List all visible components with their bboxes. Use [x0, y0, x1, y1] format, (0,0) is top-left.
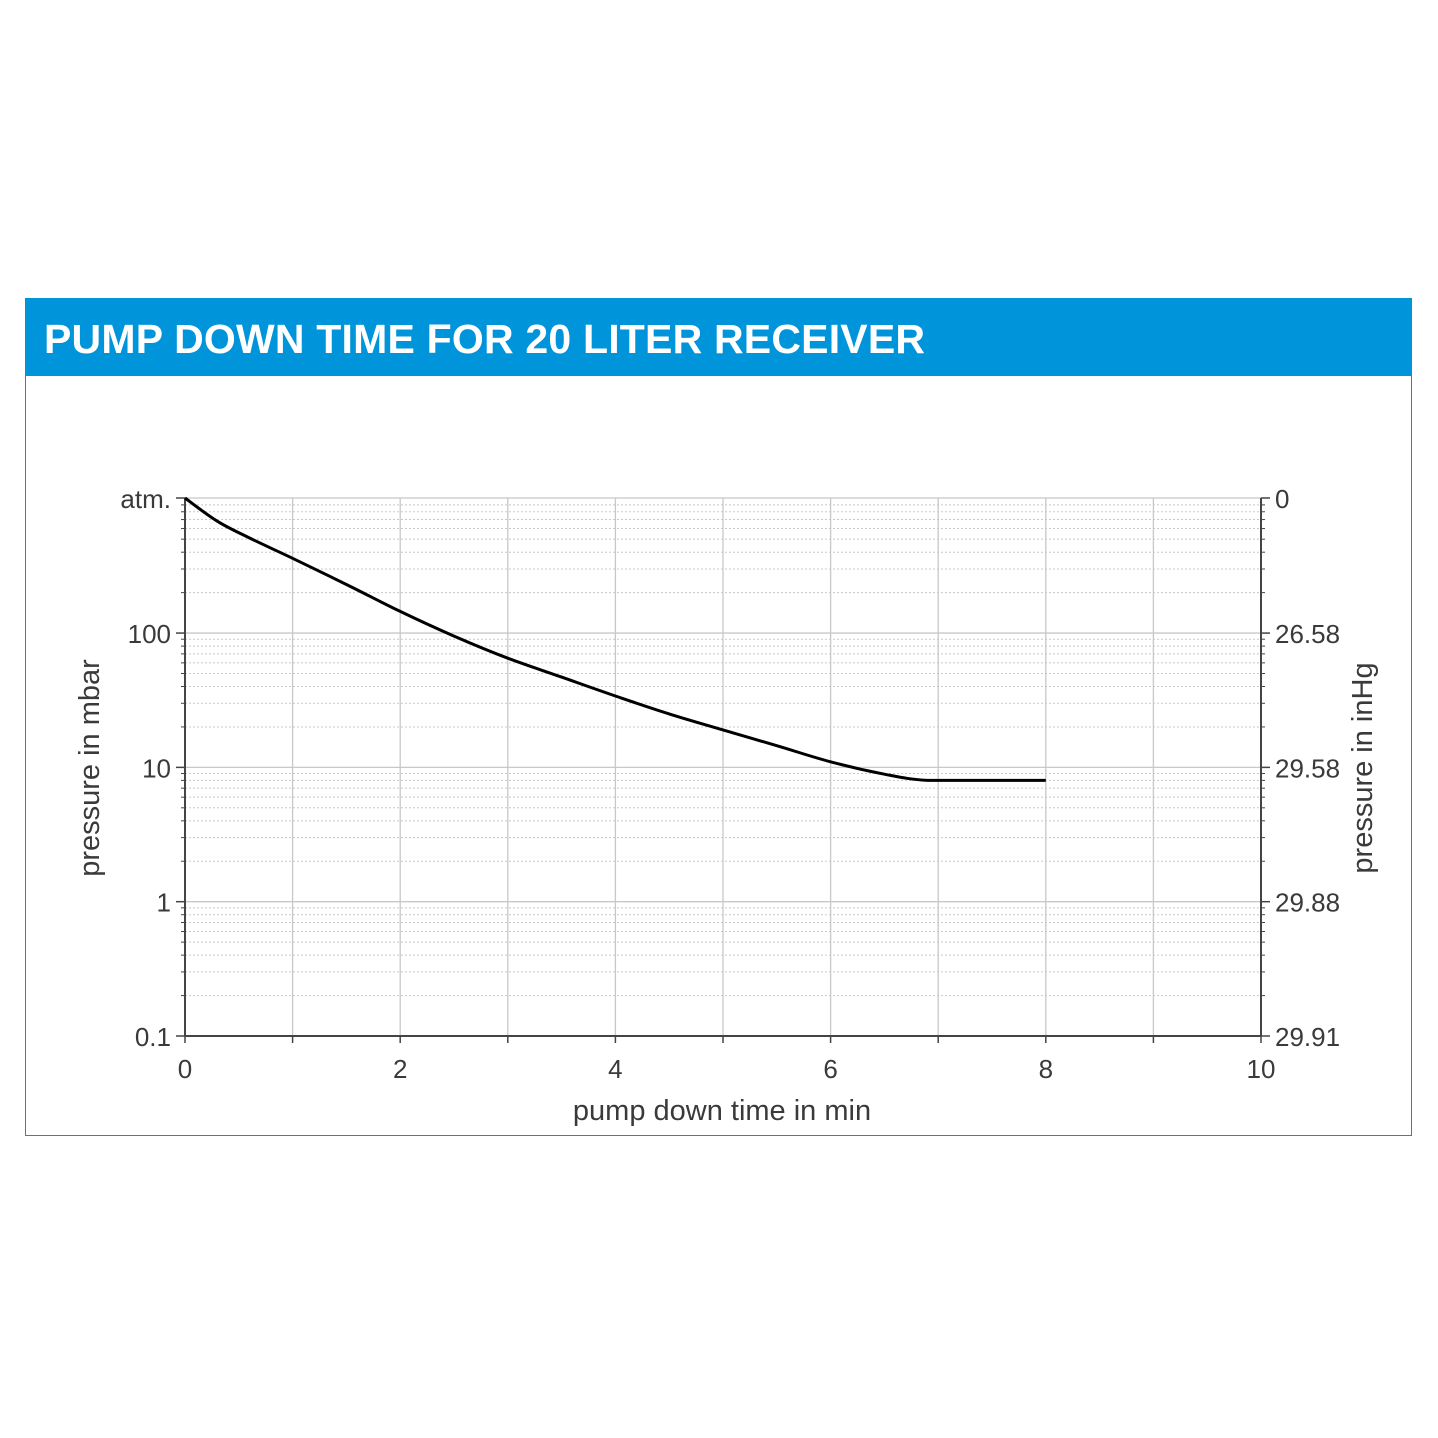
y-tick-label-right: 29.91	[1275, 1022, 1340, 1052]
x-tick-label: 4	[608, 1054, 622, 1084]
x-tick-label: 0	[178, 1054, 192, 1084]
y-tick-label-right: 26.58	[1275, 619, 1340, 649]
y-tick-label-left: 10	[142, 753, 171, 783]
chart-title: PUMP DOWN TIME FOR 20 LITER RECEIVER	[44, 316, 926, 362]
title-banner: PUMP DOWN TIME FOR 20 LITER RECEIVER	[26, 299, 1411, 376]
y-tick-label-right: 29.58	[1275, 753, 1340, 783]
x-tick-label: 2	[393, 1054, 407, 1084]
y-tick-label-left: atm.	[120, 484, 171, 514]
y-axis-title-left: pressure in mbar	[74, 659, 106, 877]
y-tick-label-right: 29.88	[1275, 888, 1340, 918]
chart-panel: PUMP DOWN TIME FOR 20 LITER RECEIVER	[25, 298, 1412, 1136]
y-tick-label-left: 100	[128, 619, 171, 649]
axes-layer	[176, 497, 1270, 1043]
grid-layer	[185, 497, 1261, 1037]
y-tick-label-left: 1	[157, 888, 171, 918]
x-tick-label: 8	[1039, 1054, 1053, 1084]
series-layer	[184, 496, 1046, 782]
pressure-curve	[184, 496, 1046, 782]
x-tick-label: 10	[1247, 1054, 1276, 1084]
y-tick-label-right: 0	[1275, 484, 1289, 514]
x-tick-label: 6	[823, 1054, 837, 1084]
y-axis-title-right: pressure in inHg	[1347, 662, 1379, 873]
labels-layer: 0 2 4 6 8 10 0.1 1 10 100 atm. 29.91 29.88 29.58 26.58…	[120, 484, 1340, 1084]
y-tick-label-left: 0.1	[135, 1022, 171, 1052]
x-axis-title: pump down time in min	[573, 1095, 871, 1127]
